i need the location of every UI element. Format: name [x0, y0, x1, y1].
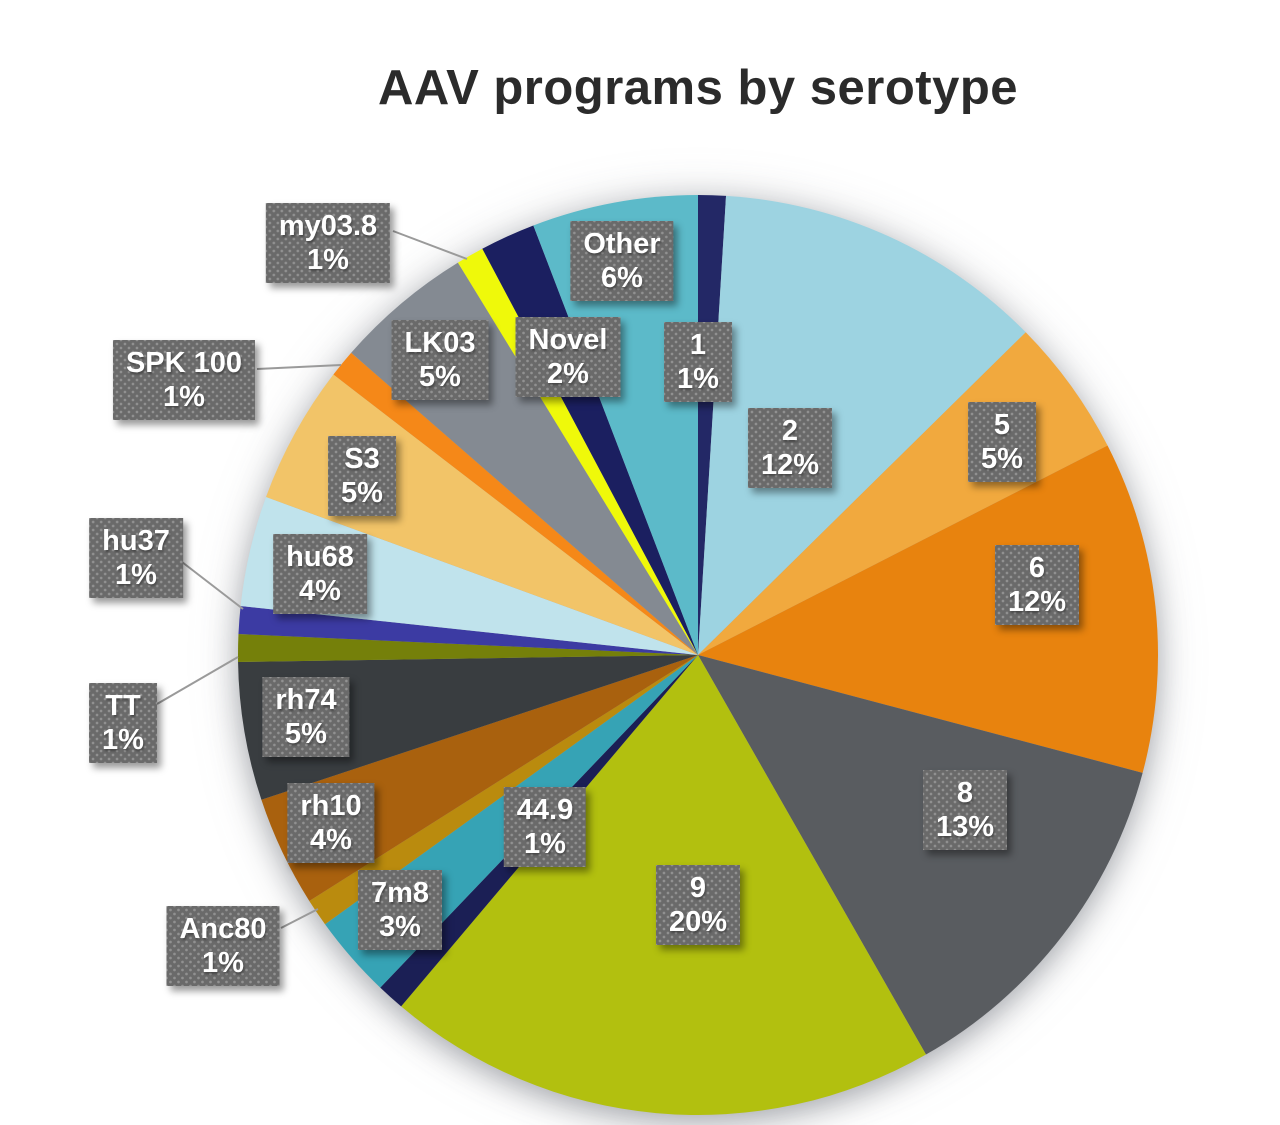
- slice-label-name: 2: [781, 415, 799, 447]
- slice-label-rh10: rh10 4%: [287, 783, 374, 863]
- pie-slice-8: [698, 655, 1143, 1055]
- pie-slice-2: [698, 195, 1026, 656]
- slice-label-percent: 4%: [299, 575, 341, 607]
- slice-label-percent: 2%: [547, 358, 589, 390]
- slice-label-44.9: 44.9 1%: [504, 787, 586, 867]
- pie-slice-SPK 100: [333, 352, 698, 655]
- leader-lines-group: [156, 230, 468, 929]
- slice-label-name: SPK 100: [125, 347, 243, 379]
- leader-line-SPK 100: [256, 364, 342, 370]
- slice-label-name: rh10: [300, 790, 362, 822]
- pie-slice-my03.8: [457, 248, 698, 655]
- pie-slice-Anc80: [309, 655, 698, 925]
- slice-label-percent: 12%: [1007, 586, 1067, 618]
- slice-label-name: 8: [956, 777, 974, 809]
- slice-label-percent: 4%: [310, 824, 352, 856]
- slice-label-name: 1: [689, 329, 707, 361]
- slice-label-Novel: Novel 2%: [516, 317, 621, 397]
- slice-label-rh74: rh74 5%: [262, 677, 349, 757]
- slice-label-name: 9: [689, 872, 707, 904]
- slice-label-SPK 100: SPK 100 1%: [113, 340, 255, 420]
- slice-label-name: Other: [583, 228, 661, 260]
- slice-label-percent: 1%: [202, 947, 244, 979]
- slice-label-TT: TT 1%: [89, 683, 157, 763]
- pie-slice-6: [698, 445, 1159, 773]
- slice-label-name: Anc80: [179, 913, 267, 945]
- pie-slice-rh74: [238, 655, 699, 800]
- slice-label-1: 1 1%: [664, 322, 732, 402]
- slice-label-name: S3: [344, 443, 380, 475]
- slice-label-percent: 5%: [285, 718, 327, 750]
- leader-line-Anc80: [280, 908, 319, 929]
- slice-label-name: my03.8: [278, 210, 378, 242]
- pie-slice-Other: [533, 195, 698, 655]
- slice-label-my03.8: my03.8 1%: [266, 203, 390, 283]
- leader-line-TT: [156, 656, 239, 705]
- slice-label-6: 6 12%: [995, 545, 1079, 625]
- slice-label-percent: 3%: [379, 911, 421, 943]
- slice-label-name: 44.9: [516, 794, 574, 826]
- slice-label-percent: 20%: [668, 906, 728, 938]
- slice-label-name: 6: [1028, 552, 1046, 584]
- leader-line-my03.8: [392, 230, 468, 260]
- slice-label-percent: 1%: [102, 724, 144, 756]
- slice-label-8: 8 13%: [923, 770, 1007, 850]
- slice-label-percent: 5%: [981, 443, 1023, 475]
- slice-label-2: 2 12%: [748, 408, 832, 488]
- chart-title: AAV programs by serotype: [377, 61, 1019, 115]
- slice-label-Anc80: Anc80 1%: [166, 906, 279, 986]
- slice-label-name: rh74: [275, 684, 337, 716]
- slice-label-hu37: hu37 1%: [89, 518, 183, 598]
- slice-label-name: 7m8: [370, 877, 430, 909]
- slice-label-percent: 5%: [341, 477, 383, 509]
- leader-line-hu37: [181, 561, 244, 610]
- pie-slice-1: [698, 195, 727, 655]
- slice-label-percent: 13%: [935, 811, 995, 843]
- slice-label-percent: 1%: [677, 363, 719, 395]
- slice-label-name: hu37: [102, 525, 170, 557]
- slice-label-percent: 1%: [307, 244, 349, 276]
- slice-label-hu68: hu68 4%: [273, 534, 367, 614]
- pie-slice-TT: [237, 633, 698, 663]
- pie-slice-9: [401, 655, 926, 1116]
- pie-slice-hu68: [240, 496, 698, 655]
- slice-label-percent: 1%: [115, 559, 157, 591]
- pie-slice-hu37: [238, 605, 699, 655]
- slice-label-percent: 1%: [163, 381, 205, 413]
- slice-label-S3: S3 5%: [328, 436, 396, 516]
- slice-label-name: Novel: [528, 324, 608, 356]
- slice-label-percent: 1%: [524, 828, 566, 860]
- slice-label-name: hu68: [286, 541, 354, 573]
- slice-label-7m8: 7m8 3%: [358, 870, 442, 950]
- slice-label-percent: 12%: [760, 449, 820, 481]
- slice-label-9: 9 20%: [656, 865, 740, 945]
- slice-label-name: TT: [105, 690, 141, 722]
- slice-label-5: 5 5%: [968, 402, 1036, 482]
- slice-label-percent: 6%: [601, 262, 643, 294]
- slice-label-name: LK03: [404, 327, 476, 359]
- slice-label-LK03: LK03 5%: [392, 320, 489, 400]
- pie-slice-rh10: [261, 655, 698, 902]
- slice-label-name: 5: [993, 409, 1011, 441]
- slice-label-Other: Other 6%: [570, 221, 673, 301]
- slice-label-percent: 5%: [419, 361, 461, 393]
